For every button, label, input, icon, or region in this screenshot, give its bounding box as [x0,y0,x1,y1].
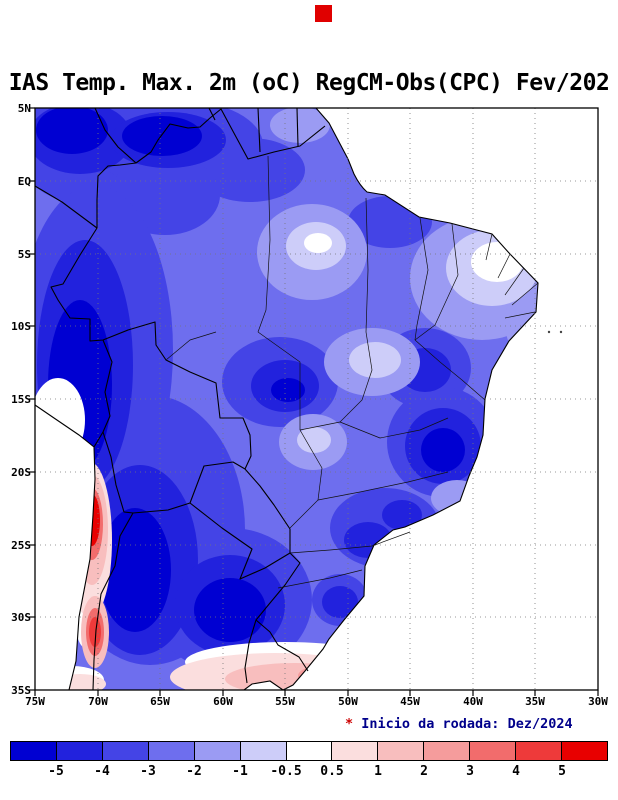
land-shading [34,107,539,691]
run-start-note: * Inicio da rodada: Dez/2024 [345,716,573,732]
lat-label: EQ [18,175,32,188]
colorbar-label: 2 [420,764,428,779]
lon-label: 50W [338,695,358,708]
colorbar-label: -2 [186,764,202,779]
colorbar-segment [469,741,517,761]
colorbar-labels: -5 -4 -3 -2 -1 -0.5 0.5 1 2 3 4 5 [10,764,608,782]
state-borders [165,155,539,589]
lon-axis-labels: 75W 70W 65W 60W 55W 50W 45W 40W 35W 30W [25,695,608,708]
colorbar-segment [10,741,57,761]
note-text: Inicio da rodada: Dez/2024 [353,716,573,732]
colorbar-segment [423,741,471,761]
colorbar-segment [377,741,425,761]
lon-label: 55W [275,695,295,708]
lon-label: 45W [400,695,420,708]
colorbar-segment [147,741,195,761]
gridlines [35,108,598,690]
colorbar-segment [101,741,149,761]
coastline [34,107,539,691]
note-star: * [345,716,354,732]
lon-label: 65W [150,695,170,708]
colorbar-segment [285,741,333,761]
lat-label: 20S [11,466,31,479]
lon-label: 35W [525,695,545,708]
colorbar-segment [193,741,241,761]
colorbar-label: -3 [140,764,156,779]
colorbar-label: -1 [232,764,248,779]
colorbar-label: 0.5 [320,764,344,779]
colorbar-segment [55,741,103,761]
tick-marks [29,107,599,696]
lon-label: 30W [588,695,608,708]
lat-label: 5S [18,248,31,261]
lat-label: 35S [11,684,31,697]
colorbar-label: 3 [466,764,474,779]
lon-label: 40W [463,695,483,708]
colorbar-label: -0.5 [270,764,302,779]
colorbar-segment [561,741,608,761]
lon-label: 75W [25,695,45,708]
lat-label: 15S [11,393,31,406]
logo-fragment [315,5,332,22]
lat-label: 25S [11,539,31,552]
island-dots [547,330,563,334]
page-title: IAS Temp. Max. 2m (oC) RegCM-Obs(CPC) Fe… [8,70,610,96]
colorbar-segment [515,741,563,761]
lon-label: 60W [213,695,233,708]
lon-label: 70W [88,695,108,708]
colorbar-label: -4 [94,764,110,779]
colorbar-label: 1 [374,764,382,779]
lat-axis-labels: 5N EQ 5S 10S 15S 20S 25S 30S 35S [11,102,31,697]
colorbar-label: 5 [558,764,566,779]
colorbar-label: -5 [48,764,64,779]
colorbar [10,741,608,761]
colorbar-segment [239,741,287,761]
bias-map: 5N EQ 5S 10S 15S 20S 25S 30S 35S 75W 70W… [11,102,608,708]
lat-label: 5N [18,102,31,115]
colorbar-label: 4 [512,764,520,779]
lat-label: 10S [11,320,31,333]
bias-contours [35,108,538,690]
colorbar-segment [331,741,379,761]
lat-label: 30S [11,611,31,624]
